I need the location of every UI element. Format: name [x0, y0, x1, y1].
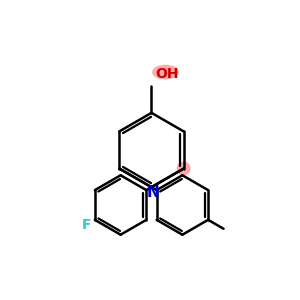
Text: OH: OH	[155, 67, 179, 81]
Ellipse shape	[177, 162, 190, 175]
Ellipse shape	[153, 65, 178, 79]
Text: F: F	[82, 218, 92, 232]
Text: N: N	[146, 185, 159, 200]
